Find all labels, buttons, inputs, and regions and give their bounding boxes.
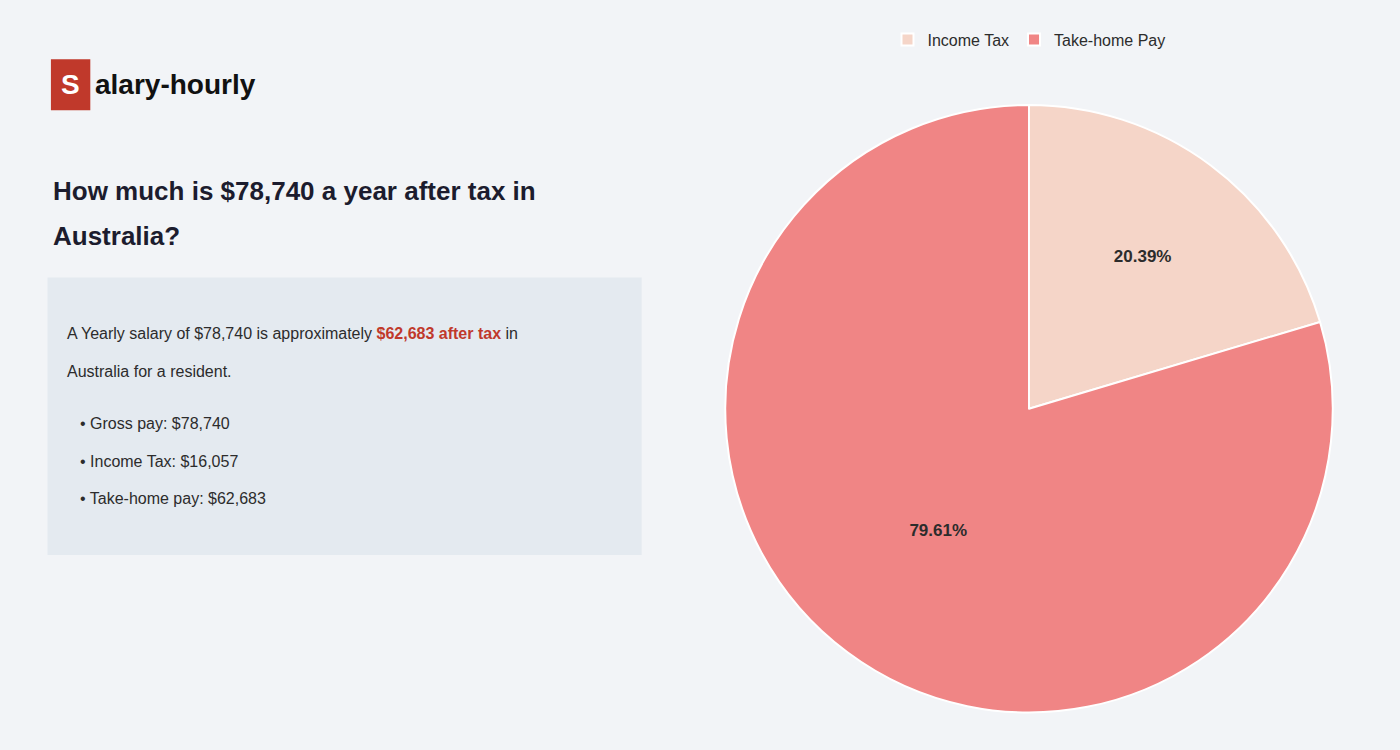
svg-text:Australia?: Australia? <box>53 221 180 251</box>
svg-text:20.39%: 20.39% <box>1114 247 1172 266</box>
svg-text:• Take-home pay: $62,683: • Take-home pay: $62,683 <box>80 490 266 507</box>
svg-text:Income Tax: Income Tax <box>928 32 1010 49</box>
svg-text:alary-hourly: alary-hourly <box>95 69 256 100</box>
svg-text:• Income Tax: $16,057: • Income Tax: $16,057 <box>80 453 238 470</box>
svg-text:How much is $78,740 a year aft: How much is $78,740 a year after tax in <box>53 176 536 206</box>
svg-text:• Gross pay: $78,740: • Gross pay: $78,740 <box>80 415 230 432</box>
svg-text:Australia for a resident.: Australia for a resident. <box>67 363 232 380</box>
svg-text:Take-home Pay: Take-home Pay <box>1054 32 1165 49</box>
svg-text:S: S <box>61 69 80 100</box>
svg-text:79.61%: 79.61% <box>909 521 967 540</box>
svg-text:A Yearly salary of $78,740 is: A Yearly salary of $78,740 is approximat… <box>67 325 518 342</box>
